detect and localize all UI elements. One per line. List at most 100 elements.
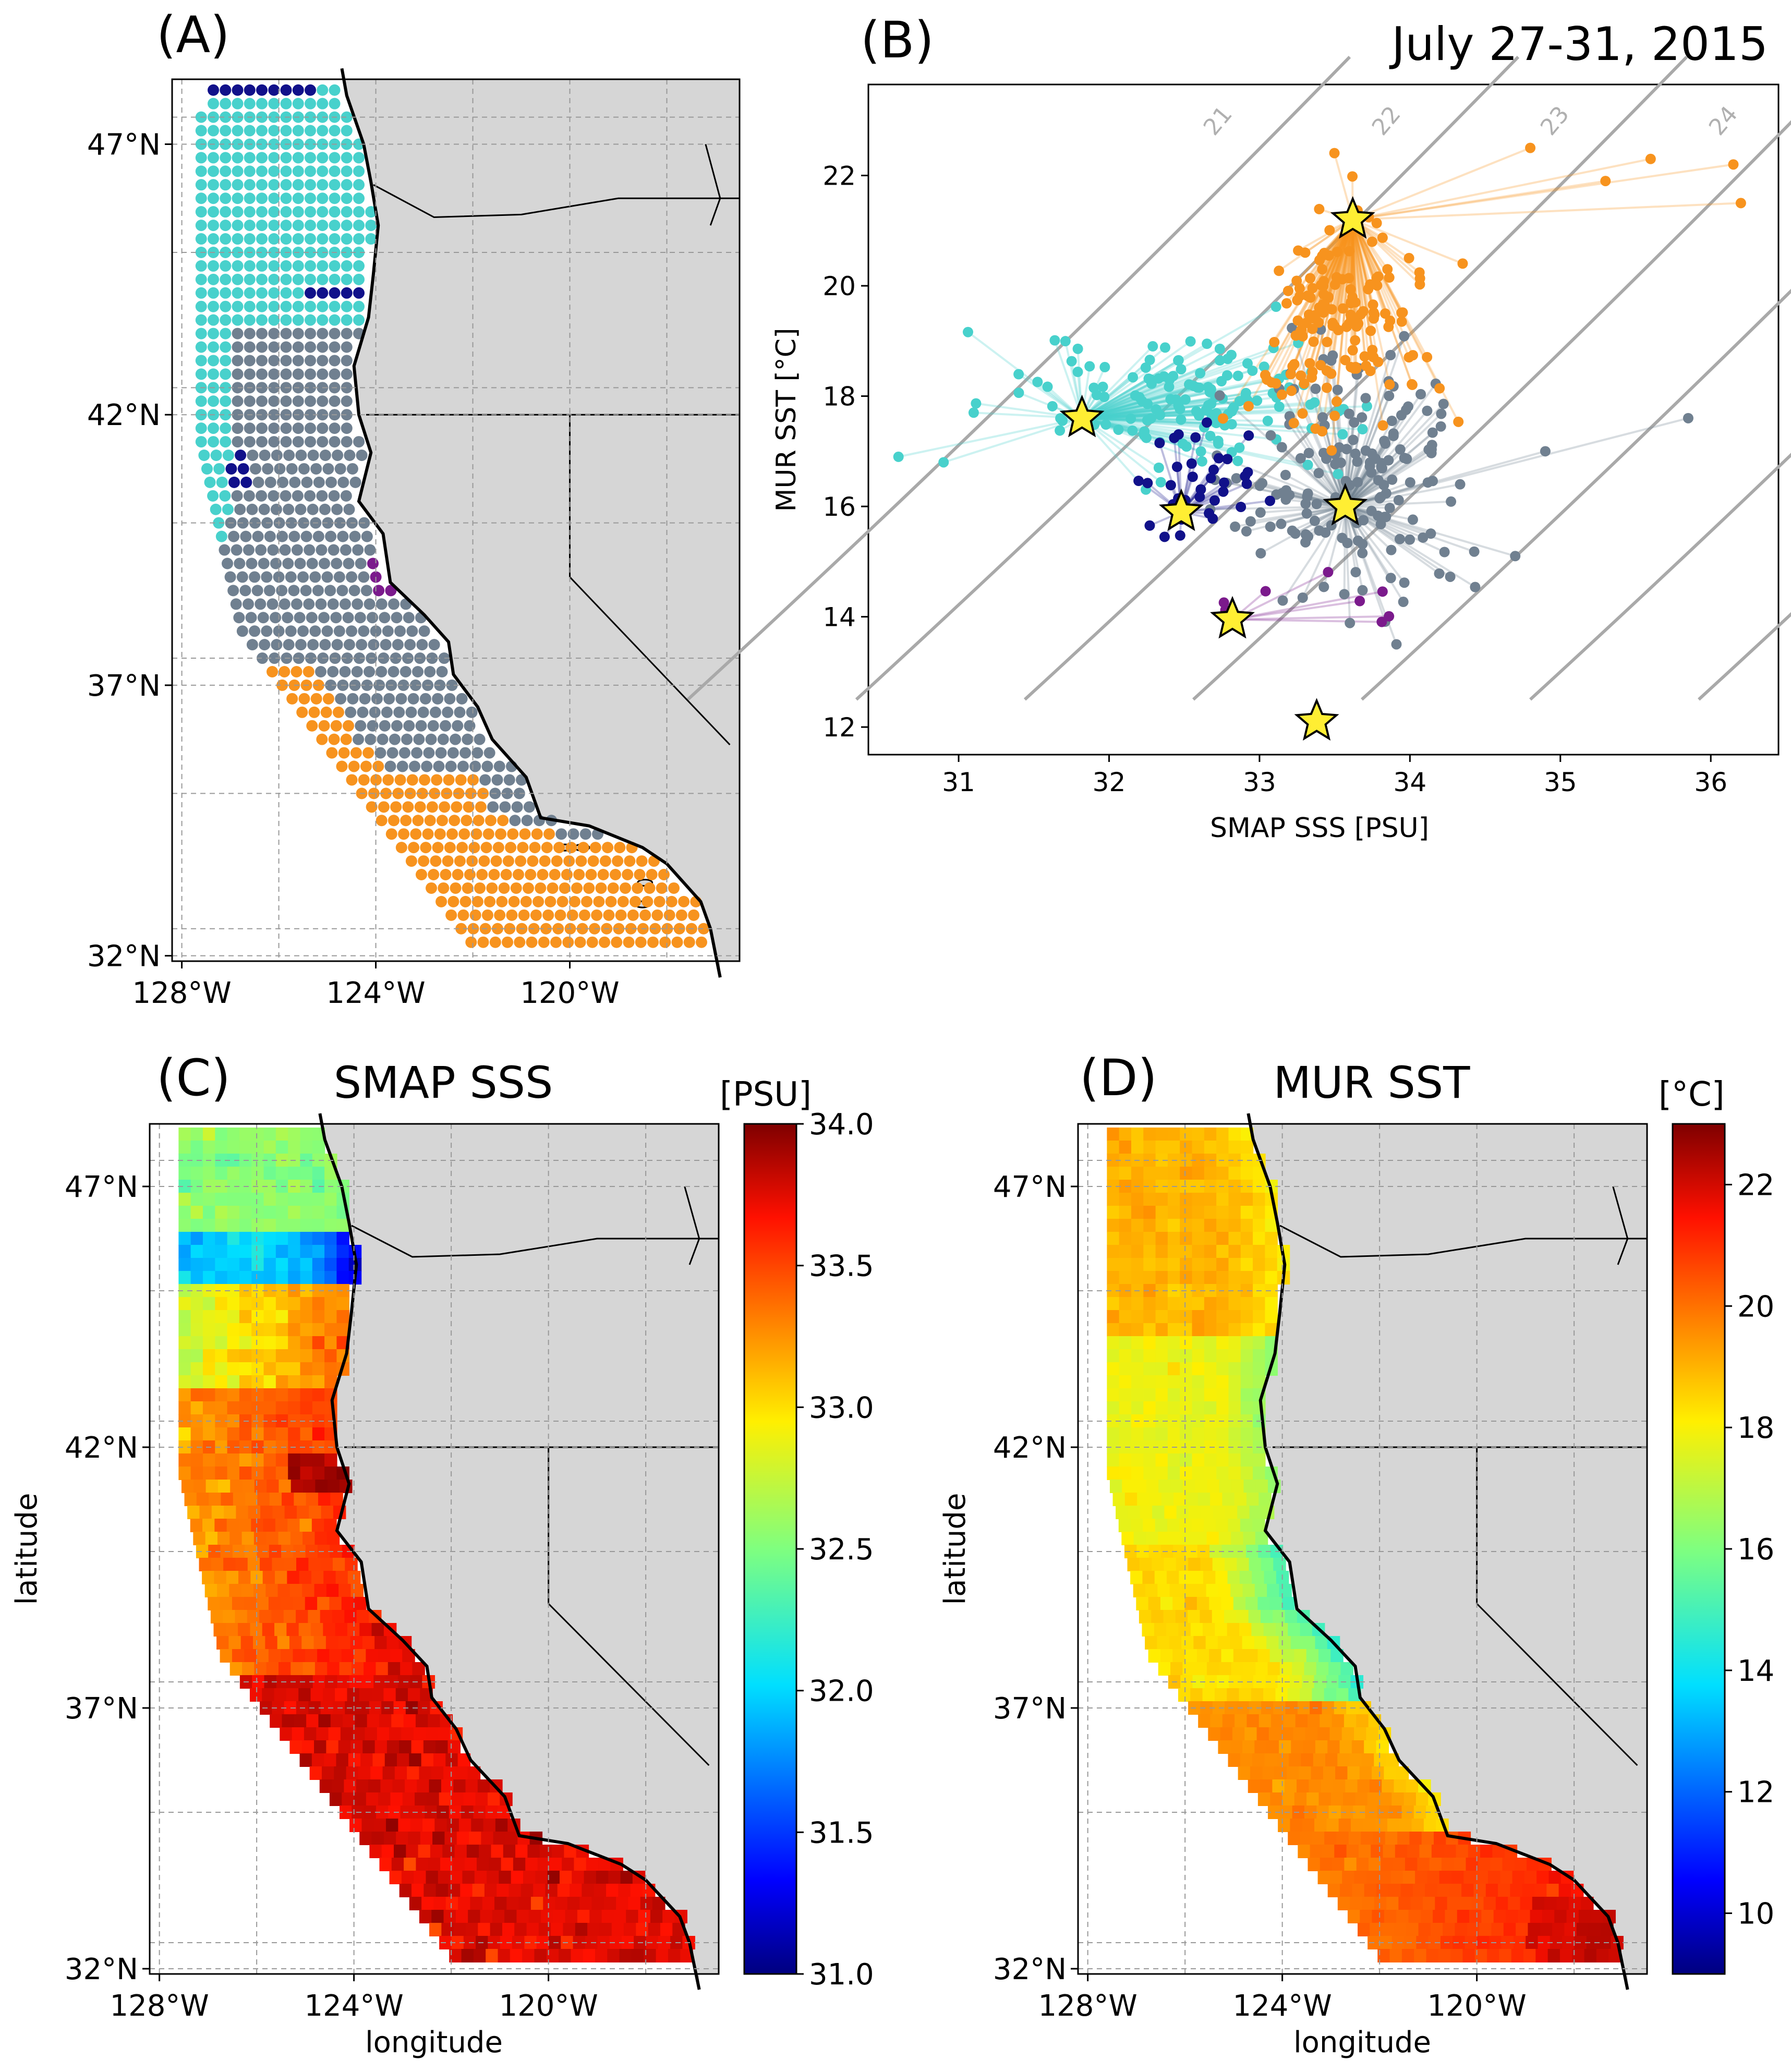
map-a-cluster-point [654, 895, 665, 907]
map-a-cluster-point [280, 125, 292, 137]
map-c-cell [414, 1871, 427, 1884]
map-d-cell [1473, 1884, 1486, 1897]
map-c-cell [215, 1219, 228, 1232]
map-a-cluster-point [317, 341, 329, 353]
point-gray [1395, 444, 1406, 455]
map-a-cluster-point [501, 787, 513, 799]
map-c-cell [190, 1427, 204, 1441]
map-d-cell [1180, 1310, 1193, 1324]
point-orange [1403, 252, 1414, 263]
map-c-cell [190, 1375, 204, 1389]
map-d-cell [1192, 1427, 1205, 1441]
map-c-cell [359, 1623, 372, 1637]
map-a-cluster-point [292, 273, 304, 285]
map-c-cell [399, 1884, 413, 1897]
map-d-cell [1167, 1362, 1181, 1376]
point-gray [1383, 455, 1394, 466]
map-a-cluster-point [583, 882, 595, 894]
map-c-cell [245, 1493, 258, 1506]
map-d-cell [1228, 1245, 1241, 1258]
map-c-cell [217, 1584, 230, 1597]
centroid-star-cyan [1059, 394, 1105, 438]
map-d-cell [1294, 1792, 1308, 1806]
point-orange [1347, 345, 1358, 356]
map-a-cluster-point [233, 612, 245, 624]
point-gray [1352, 477, 1363, 488]
map-a-cluster-point [384, 760, 396, 772]
map-a-cluster-point [421, 760, 433, 772]
map-a-cluster-point [244, 273, 256, 285]
point-gray [1379, 512, 1390, 523]
link-orange [1351, 219, 1368, 366]
map-c-cell [306, 1493, 319, 1506]
map-a-cluster-point [244, 341, 256, 353]
map-d-cell [1370, 1923, 1383, 1936]
map-d-cell [1216, 1362, 1229, 1376]
map-d-cell [1333, 1779, 1346, 1793]
map-d-cell [1536, 1871, 1550, 1884]
map-c-cell [242, 1662, 255, 1676]
map-a-cluster-point [341, 125, 353, 137]
map-d-cell [1189, 1506, 1202, 1519]
map-c-cell [479, 1845, 492, 1858]
point-cyan [1337, 429, 1348, 440]
map-c-cell [281, 1597, 294, 1610]
map-c-cell [298, 1623, 312, 1637]
map-d-cell [1193, 1636, 1206, 1650]
map-d-cell [1180, 1219, 1193, 1232]
point-cyan [1194, 382, 1205, 393]
map-d-cell [1190, 1623, 1204, 1637]
map-c-cell [545, 1884, 558, 1897]
map-c-cell [317, 1597, 330, 1610]
map-c-cell [595, 1949, 608, 1962]
point-gray [1357, 585, 1368, 596]
map-d-cell [1391, 1792, 1405, 1806]
point-cyan [1143, 373, 1154, 384]
map-a-cluster-point [350, 747, 362, 759]
map-c-cell [310, 1623, 324, 1637]
map-d-cell [1167, 1323, 1181, 1337]
map-d-lat-label: 47°N [993, 1170, 1067, 1204]
map-a-cluster-point [329, 422, 341, 434]
map-c-cell [215, 1245, 228, 1258]
map-a-cluster-point [341, 111, 353, 123]
point-gray [1357, 548, 1368, 559]
map-d-cell [1366, 1871, 1379, 1884]
map-a-cluster-point [208, 395, 220, 407]
map-c-cell [323, 1571, 336, 1584]
map-a-cluster-point [268, 260, 280, 272]
map-c-cell [324, 1753, 337, 1767]
map-a-cluster-point [258, 503, 270, 515]
map-c-cell [527, 1845, 540, 1858]
map-c-cell [430, 1845, 443, 1858]
panel-b-xtick-label: 34 [1394, 767, 1427, 797]
map-d-cell [1302, 1819, 1315, 1832]
map-c-cell [606, 1884, 619, 1897]
point-gray [1398, 597, 1409, 608]
map-a-cluster-point [305, 436, 317, 448]
map-a-cluster-point [378, 801, 390, 813]
map-d-cell [1253, 1467, 1266, 1480]
map-c-cell [263, 1271, 277, 1285]
point-gray [1342, 538, 1353, 549]
map-d-cell [1324, 1688, 1337, 1702]
map-c-cell [299, 1753, 313, 1767]
map-a-cluster-point [244, 220, 256, 232]
map-d-cell [1131, 1336, 1144, 1350]
point-cyan [1302, 459, 1313, 470]
map-a-cluster-point [417, 706, 429, 718]
colorbar-c-tick-label: 31.0 [809, 1958, 874, 1992]
map-c-cell [190, 1232, 204, 1245]
link-orange [1351, 219, 1413, 385]
map-a-cluster-point [373, 585, 385, 597]
map-c-cell [239, 1128, 252, 1141]
map-d-cell [1419, 1845, 1432, 1858]
map-a-cluster-point [329, 98, 341, 110]
map-d-cell [1230, 1740, 1243, 1754]
map-d-cell [1206, 1584, 1219, 1597]
map-d-cell [1240, 1753, 1253, 1767]
map-c-cell [202, 1219, 216, 1232]
map-a-cluster-point [292, 395, 304, 407]
map-d-cell [1253, 1310, 1266, 1324]
map-d-cell [1253, 1245, 1266, 1258]
